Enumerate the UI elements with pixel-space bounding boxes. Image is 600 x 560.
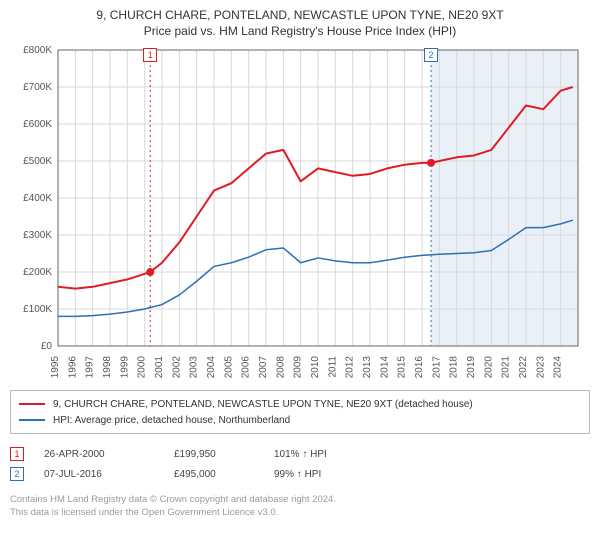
svg-text:2022: 2022 [518,356,529,379]
svg-text:£700K: £700K [23,82,52,93]
sale-marker-icon: 1 [10,447,24,461]
svg-text:2005: 2005 [223,356,234,379]
chart-svg: £0 £100K £200K £300K £400K £500K £600K £700K £80… [10,44,586,384]
svg-text:2012: 2012 [345,356,356,379]
footer: Contains HM Land Registry data © Crown c… [10,494,590,520]
svg-text:2015: 2015 [397,356,408,379]
svg-text:1995: 1995 [50,356,61,379]
svg-text:2018: 2018 [449,356,460,379]
svg-text:2007: 2007 [258,356,269,379]
svg-text:2021: 2021 [501,356,512,379]
footer-line: This data is licensed under the Open Gov… [10,507,590,520]
legend-item: 9, CHURCH CHARE, PONTELAND, NEWCASTLE UP… [19,396,581,412]
svg-text:2024: 2024 [553,356,564,379]
sale-price: £495,000 [174,469,254,480]
svg-text:2010: 2010 [310,356,321,379]
title-subtitle: Price paid vs. HM Land Registry's House … [10,24,590,38]
svg-text:2003: 2003 [189,356,200,379]
svg-text:£0: £0 [41,341,53,352]
svg-text:2016: 2016 [414,356,425,379]
legend-swatch [19,419,45,421]
svg-text:2008: 2008 [275,356,286,379]
svg-text:£100K: £100K [23,304,52,315]
sale-pct: 101% ↑ HPI [274,449,364,460]
chart-container: 9, CHURCH CHARE, PONTELAND, NEWCASTLE UP… [0,0,600,526]
svg-text:2023: 2023 [535,356,546,379]
svg-text:2011: 2011 [327,356,338,378]
footer-line: Contains HM Land Registry data © Crown c… [10,494,590,507]
svg-text:1999: 1999 [119,356,130,379]
svg-text:2019: 2019 [466,356,477,379]
svg-text:£400K: £400K [23,193,52,204]
svg-text:£300K: £300K [23,230,52,241]
svg-text:2004: 2004 [206,356,217,379]
svg-text:1998: 1998 [102,356,113,379]
sale-price: £199,950 [174,449,254,460]
legend-swatch [19,403,45,405]
svg-text:2009: 2009 [293,356,304,379]
legend-label: 9, CHURCH CHARE, PONTELAND, NEWCASTLE UP… [53,399,473,410]
sale-marker-icon: 2 [10,467,24,481]
svg-text:1996: 1996 [67,356,78,379]
svg-text:2017: 2017 [431,356,442,379]
svg-text:£500K: £500K [23,156,52,167]
legend-label: HPI: Average price, detached house, Nort… [53,415,290,426]
sale-pct: 99% ↑ HPI [274,469,364,480]
title-address: 9, CHURCH CHARE, PONTELAND, NEWCASTLE UP… [10,8,590,22]
svg-text:2000: 2000 [137,356,148,379]
svg-text:2002: 2002 [171,356,182,379]
svg-text:£200K: £200K [23,267,52,278]
chart: £0 £100K £200K £300K £400K £500K £600K £700K £80… [10,44,586,384]
svg-text:1997: 1997 [85,356,96,379]
svg-text:£800K: £800K [23,45,52,56]
sale-date: 26-APR-2000 [44,449,154,460]
legend-item: HPI: Average price, detached house, Nort… [19,412,581,428]
svg-text:2006: 2006 [241,356,252,379]
title-block: 9, CHURCH CHARE, PONTELAND, NEWCASTLE UP… [10,8,590,38]
svg-text:2014: 2014 [379,356,390,379]
legend: 9, CHURCH CHARE, PONTELAND, NEWCASTLE UP… [10,390,590,434]
sales-block: 1 26-APR-2000 £199,950 101% ↑ HPI 2 07-J… [10,444,590,484]
sale-date: 07-JUL-2016 [44,469,154,480]
svg-text:2013: 2013 [362,356,373,379]
chart-marker-icon: 2 [424,48,438,62]
svg-text:2020: 2020 [483,356,494,379]
sale-row: 1 26-APR-2000 £199,950 101% ↑ HPI [10,444,590,464]
sale-row: 2 07-JUL-2016 £495,000 99% ↑ HPI [10,464,590,484]
svg-text:£600K: £600K [23,119,52,130]
chart-marker-icon: 1 [143,48,157,62]
svg-text:2001: 2001 [154,356,165,379]
